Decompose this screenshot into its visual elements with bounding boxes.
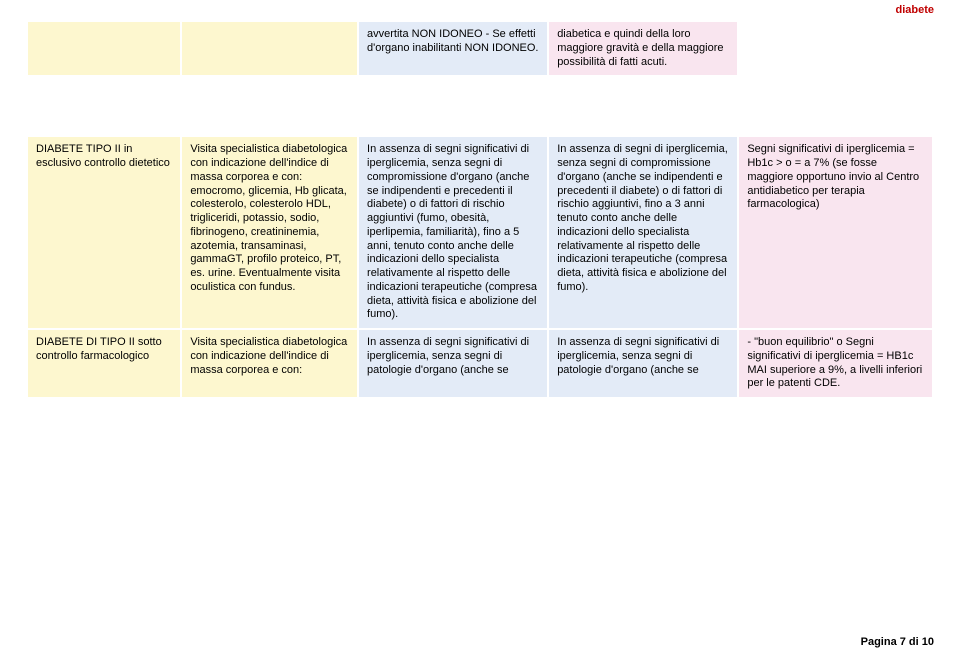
cell-criteria-a: In assenza di segni significativi di ipe…	[359, 137, 547, 328]
cell-criteria-a: In assenza di segni significativi di ipe…	[359, 330, 547, 397]
top-fragment-table: avvertita NON IDONEO - Se effetti d'orga…	[26, 20, 934, 77]
table-row: DIABETE DI TIPO II sotto controllo farma…	[28, 330, 932, 397]
cell: diabetica e quindi della loro maggiore g…	[549, 22, 737, 75]
cell-condition: DIABETE TIPO II in esclusivo controllo d…	[28, 137, 180, 328]
main-table: DIABETE TIPO II in esclusivo controllo d…	[26, 135, 934, 399]
cell-criteria-b: In assenza di segni di iperglicemia, sen…	[549, 137, 737, 328]
cell-condition: DIABETE DI TIPO II sotto controllo farma…	[28, 330, 180, 397]
table-row: avvertita NON IDONEO - Se effetti d'orga…	[28, 22, 932, 75]
page-footer: Pagina 7 di 10	[861, 636, 934, 648]
cell	[739, 22, 932, 75]
section-gap	[26, 77, 934, 135]
cell	[28, 22, 180, 75]
cell-exam: Visita specialistica diabetologica con i…	[182, 330, 357, 397]
cell: avvertita NON IDONEO - Se effetti d'orga…	[359, 22, 547, 75]
cell-notes: Segni significativi di iperglicemia = Hb…	[739, 137, 932, 328]
cell-criteria-b: In assenza di segni significativi di ipe…	[549, 330, 737, 397]
cell-notes: - "buon equilibrio" o Segni significativ…	[739, 330, 932, 397]
cell	[182, 22, 357, 75]
table-row: DIABETE TIPO II in esclusivo controllo d…	[28, 137, 932, 328]
cell-exam: Visita specialistica diabetologica con i…	[182, 137, 357, 328]
header-tag: diabete	[895, 4, 934, 16]
